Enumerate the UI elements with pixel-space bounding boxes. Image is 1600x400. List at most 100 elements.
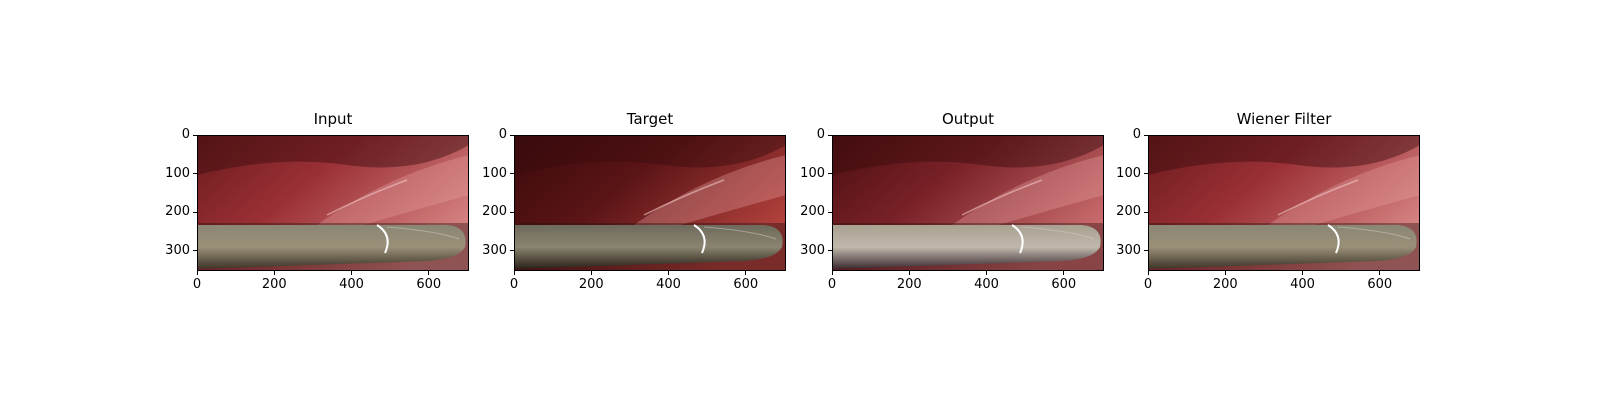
x-tick	[908, 271, 910, 275]
x-tick	[196, 271, 198, 275]
y-tick	[510, 173, 514, 175]
panel-title: Target	[626, 110, 674, 128]
y-tick	[510, 250, 514, 252]
y-tick-label: 300	[165, 242, 190, 258]
instrument-sheen	[1021, 226, 1095, 240]
surgical-image	[1148, 135, 1420, 271]
image-axes: 0 100 200 300 0 200 400 600	[482, 127, 786, 292]
x-tick	[273, 271, 275, 275]
instrument-shaft	[514, 225, 783, 269]
x-tick	[1147, 271, 1149, 275]
tissue-fiber	[961, 179, 1043, 216]
y-tick	[1144, 173, 1148, 175]
instrument-tip-highlight	[1011, 224, 1024, 254]
x-tick	[351, 271, 353, 275]
axes-frame	[197, 135, 469, 271]
y-tick	[510, 211, 514, 213]
panel-title: Input	[313, 110, 353, 128]
y-tick	[510, 134, 514, 136]
x-tick-label: 400	[656, 277, 681, 292]
x-tick	[1224, 271, 1226, 275]
tissue-shadow	[197, 135, 469, 175]
y-tick	[193, 250, 197, 252]
x-tick-label: 400	[339, 277, 364, 292]
x-tick-label: 200	[896, 277, 922, 292]
x-tick	[745, 271, 747, 275]
instrument-tip-highlight	[376, 224, 389, 254]
surgical-image	[514, 135, 786, 271]
axes-frame	[832, 135, 1104, 271]
instrument-sheen	[1337, 226, 1411, 240]
y-tick	[193, 211, 197, 213]
y-tick-label: 200	[1116, 204, 1141, 220]
x-tick	[668, 271, 670, 275]
y-tick	[1144, 134, 1148, 136]
tissue-highlight	[1268, 155, 1420, 230]
panel-title: Output	[941, 110, 995, 128]
y-tick-label: 0	[181, 127, 190, 142]
x-tick	[428, 271, 430, 275]
x-tick-label: 0	[827, 277, 837, 292]
instrument-shaft	[1148, 225, 1417, 269]
y-tick	[828, 134, 832, 136]
x-tick-label: 0	[509, 277, 519, 292]
image-panel: Wiener Filter 0 100 200 300 0 200 400 600	[1113, 0, 1443, 400]
y-tick-label: 300	[482, 242, 507, 258]
instrument-tip-highlight	[693, 224, 706, 254]
y-tick-label: 300	[1116, 242, 1141, 258]
x-tick-label: 0	[192, 277, 202, 292]
image-axes: 0 100 200 300 0 200 400 600	[1116, 127, 1420, 292]
x-tick	[1063, 271, 1065, 275]
tissue-highlight	[317, 155, 469, 230]
x-tick-label: 0	[1143, 277, 1153, 292]
y-tick-label: 100	[482, 165, 507, 181]
image-panel: Input 0 100 200 300 0 200 400 600	[162, 0, 492, 400]
x-tick	[986, 271, 988, 275]
y-tick-label: 100	[165, 165, 190, 181]
y-tick-label: 300	[800, 242, 825, 258]
y-tick-label: 100	[1116, 165, 1141, 181]
y-tick-label: 0	[816, 127, 825, 142]
y-tick-label: 0	[1132, 127, 1141, 142]
x-tick-label: 600	[733, 277, 759, 292]
x-tick-label: 400	[974, 277, 999, 292]
tissue-highlight	[952, 155, 1104, 230]
y-tick-label: 200	[165, 204, 190, 220]
y-tick-label: 200	[800, 204, 825, 220]
panel-title: Wiener Filter	[1236, 110, 1332, 128]
x-tick	[590, 271, 592, 275]
x-tick-label: 600	[1367, 277, 1393, 292]
y-tick	[1144, 250, 1148, 252]
tissue-shadow	[514, 135, 786, 175]
tissue-shadow	[832, 135, 1104, 175]
image-axes: 0 100 200 300 0 200 400 600	[800, 127, 1104, 292]
image-axes: 0 100 200 300 0 200 400 600	[165, 127, 469, 292]
image-panel: Target 0 100 200 300 0 200 400 600	[479, 0, 809, 400]
surgical-image	[832, 135, 1104, 271]
instrument-shaft	[832, 225, 1101, 269]
x-tick-label: 600	[416, 277, 442, 292]
y-tick-label: 200	[482, 204, 507, 220]
x-tick-label: 600	[1051, 277, 1077, 292]
axes-frame	[1148, 135, 1420, 271]
y-tick	[1144, 211, 1148, 213]
y-tick	[828, 211, 832, 213]
x-tick-label: 200	[261, 277, 287, 292]
instrument-sheen	[703, 226, 777, 240]
x-tick-label: 400	[1290, 277, 1315, 292]
x-tick	[831, 271, 833, 275]
y-tick	[193, 134, 197, 136]
instrument-shaft	[197, 225, 466, 269]
x-tick-label: 200	[578, 277, 604, 292]
x-tick	[1379, 271, 1381, 275]
y-tick	[193, 173, 197, 175]
x-tick	[513, 271, 515, 275]
x-tick-label: 200	[1212, 277, 1238, 292]
y-tick	[828, 250, 832, 252]
y-tick-label: 0	[498, 127, 507, 142]
tissue-shadow	[1148, 135, 1420, 175]
y-tick-label: 100	[800, 165, 825, 181]
instrument-sheen	[386, 226, 460, 240]
x-tick	[1302, 271, 1304, 275]
